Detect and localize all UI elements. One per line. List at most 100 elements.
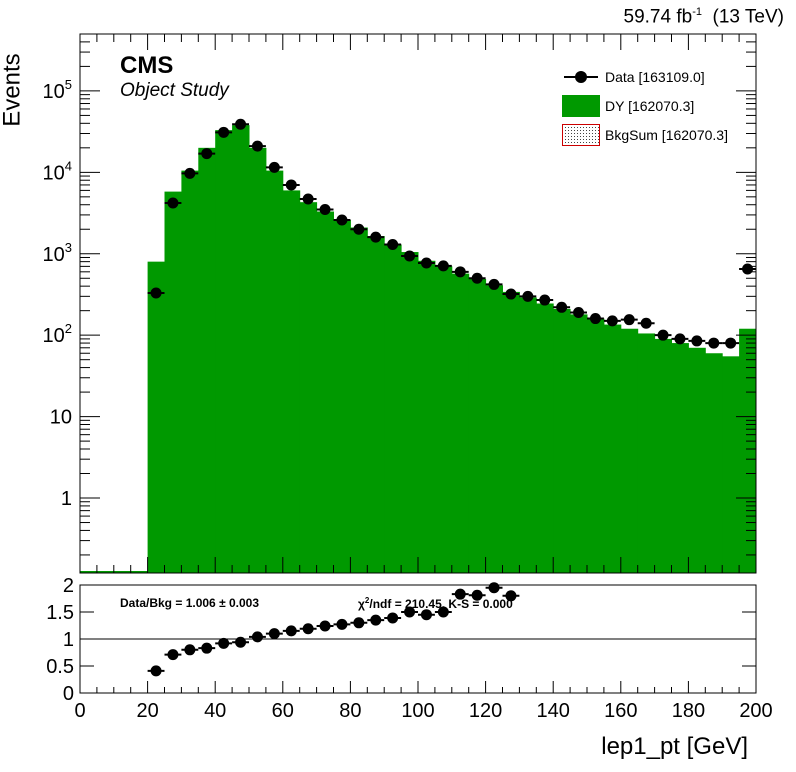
x-tick-label: 160	[604, 700, 637, 722]
legend: Data [163109.0] DY [162070.3] BkgSum [16…	[562, 62, 728, 149]
data-point	[539, 294, 551, 306]
dy-bar	[468, 278, 487, 573]
data-point	[623, 314, 635, 326]
ratio-point	[437, 606, 449, 618]
ratio-y-tick-label: 0.5	[46, 656, 74, 678]
ratio-point	[235, 636, 247, 648]
dy-bar	[620, 328, 639, 573]
legend-dy-swatch	[562, 94, 600, 117]
y-tick-label: 104	[43, 158, 72, 184]
cms-label: CMS	[120, 52, 174, 79]
data-bkg-ratio-text: Data/Bkg = 1.006 ± 0.003	[120, 596, 260, 610]
y-tick-label: 102	[43, 321, 72, 347]
dy-bar	[536, 303, 554, 573]
y-tick-label: 10	[50, 407, 72, 429]
data-point	[167, 197, 179, 209]
x-tick-label: 140	[537, 700, 570, 722]
data-point	[471, 272, 483, 284]
data-point	[302, 193, 314, 205]
dy-bar	[451, 273, 470, 573]
dy-bar	[249, 147, 267, 573]
data-point	[420, 257, 432, 269]
dy-bar	[333, 219, 351, 573]
data-point	[725, 337, 737, 349]
data-point	[454, 266, 466, 278]
data-point	[640, 317, 652, 329]
data-point	[285, 179, 297, 191]
y-tick-label: 1	[61, 488, 72, 510]
ratio-point	[319, 620, 331, 632]
data-point	[505, 288, 517, 300]
ratio-y-tick-label: 1.5	[46, 602, 74, 624]
dy-bar	[147, 261, 165, 573]
data-point	[150, 287, 162, 299]
ratio-point	[302, 623, 314, 635]
data-point	[387, 238, 399, 250]
data-point	[691, 335, 703, 347]
data-point	[404, 250, 416, 262]
data-point	[657, 329, 669, 341]
data-point	[437, 260, 449, 272]
data-point	[201, 148, 213, 160]
data-point	[184, 167, 196, 179]
ratio-y-tick-label: 2	[63, 575, 74, 597]
legend-entry-data: Data [163109.0]	[562, 62, 728, 91]
dy-bar	[553, 308, 571, 573]
ratio-point	[150, 665, 162, 677]
dy-bar	[739, 328, 757, 573]
ratio-point	[268, 628, 280, 640]
ratio-y-tick-label: 0	[63, 683, 74, 705]
dy-bar	[401, 252, 419, 573]
dy-bar	[198, 147, 216, 573]
data-point	[353, 223, 365, 235]
x-tick-label: 200	[739, 700, 772, 722]
x-tick-label: 80	[339, 700, 361, 722]
main-plot-area: 1 10 102 103 104 105	[43, 33, 757, 574]
dy-bar	[688, 347, 706, 573]
x-tick-label: 60	[272, 700, 294, 722]
dy-bar	[519, 297, 537, 573]
dy-bar	[282, 190, 301, 573]
dy-bar	[603, 324, 622, 573]
ratio-point	[420, 609, 432, 621]
dy-bar	[434, 266, 453, 573]
ratio-point	[370, 614, 382, 626]
ratio-point	[201, 642, 213, 654]
ratio-point	[218, 637, 230, 649]
dy-bar	[705, 353, 723, 573]
dy-bar	[502, 291, 520, 573]
ratio-point	[404, 606, 416, 618]
chi2-ks-text: χ2/ndf = 210.45, K-S = 0.000	[358, 596, 513, 611]
dy-bar	[654, 338, 672, 573]
luminosity-label: 59.74 fb-1 (13 TeV)	[623, 6, 784, 28]
data-point	[319, 203, 331, 215]
data-point	[235, 118, 247, 130]
legend-dy-label: DY [162070.3]	[605, 97, 695, 114]
dy-bar	[299, 202, 318, 573]
ratio-point	[488, 582, 500, 594]
legend-bkgsum-swatch	[562, 123, 600, 146]
dy-bar	[637, 333, 656, 573]
y-axis-label: Events	[0, 53, 26, 127]
dy-bar	[367, 236, 385, 573]
x-tick-label: 20	[136, 700, 158, 722]
ratio-point	[251, 631, 263, 643]
dy-bar	[384, 244, 402, 573]
x-tick-label: 180	[672, 700, 705, 722]
dy-bar	[485, 285, 503, 573]
dy-bar	[316, 211, 334, 573]
data-point	[589, 313, 601, 325]
legend-entry-bkgsum: BkgSum [162070.3]	[562, 120, 728, 149]
dy-bar	[350, 227, 368, 574]
data-point	[556, 301, 568, 313]
data-point	[336, 214, 348, 226]
data-point	[606, 315, 618, 327]
data-point	[522, 290, 534, 302]
x-tick-label: 0	[74, 700, 85, 722]
dy-bar	[215, 130, 233, 573]
data-point	[268, 161, 280, 173]
legend-data-marker	[564, 70, 598, 83]
data-point	[742, 263, 754, 275]
data-point	[674, 333, 686, 345]
data-point	[708, 337, 720, 349]
